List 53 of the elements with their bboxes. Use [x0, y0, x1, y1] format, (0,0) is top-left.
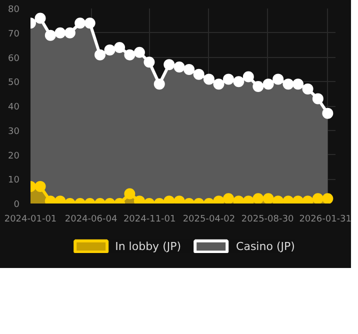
x-tick-label: 2024-06-04 — [64, 214, 118, 224]
point — [144, 56, 155, 68]
point — [154, 78, 165, 90]
point — [94, 49, 106, 60]
point — [54, 27, 66, 38]
point — [222, 74, 234, 85]
legend-label: In lobby (JP) — [115, 240, 182, 252]
y-tick-label: 80 — [8, 5, 20, 15]
point — [164, 59, 175, 70]
y-tick-label: 50 — [8, 78, 20, 88]
point — [322, 108, 334, 119]
point — [84, 18, 96, 29]
point — [302, 83, 314, 94]
point — [64, 27, 76, 38]
point — [282, 78, 294, 90]
legend-label: Casino (JP) — [236, 240, 295, 252]
y-tick-label: 40 — [8, 102, 20, 112]
point — [114, 42, 126, 53]
point — [104, 44, 116, 56]
point — [233, 76, 244, 88]
x-tick-label: 2024-01-01 — [4, 214, 57, 224]
point — [262, 78, 274, 90]
y-tick-label: 60 — [8, 54, 20, 64]
point — [213, 78, 224, 90]
point — [262, 193, 274, 204]
point — [193, 68, 204, 80]
point — [312, 93, 324, 104]
point — [44, 30, 56, 41]
point — [34, 12, 46, 24]
x-tick-label: 2025-04-02 — [182, 214, 236, 224]
y-tick-label: 0 — [14, 200, 20, 210]
point — [322, 193, 334, 204]
y-tick-label: 20 — [8, 151, 20, 162]
point — [203, 74, 214, 85]
x-tick-label: 2024-11-01 — [123, 214, 176, 224]
point — [34, 180, 46, 192]
point — [272, 74, 284, 85]
point — [124, 49, 136, 60]
point — [312, 193, 324, 204]
point — [184, 64, 195, 75]
point — [222, 193, 234, 204]
x-tick-label: 2026-01-31 — [299, 214, 352, 224]
point — [292, 78, 304, 90]
point — [252, 193, 264, 204]
point — [134, 46, 145, 58]
point — [174, 62, 185, 72]
point — [252, 81, 264, 92]
y-tick-label: 30 — [8, 126, 20, 137]
x-tick-label: 2025-08-30 — [241, 214, 294, 224]
point — [74, 18, 86, 29]
y-tick-label: 70 — [8, 29, 20, 40]
point — [242, 71, 254, 82]
y-tick-label: 10 — [8, 176, 20, 186]
